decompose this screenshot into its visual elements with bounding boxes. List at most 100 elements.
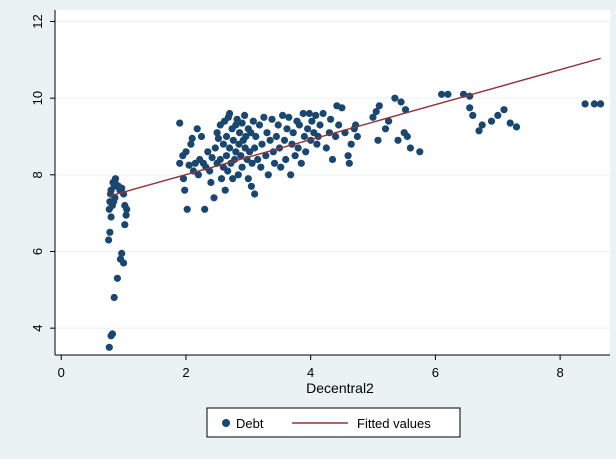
legend-label-debt: Debt [236, 416, 264, 431]
y-tick-label: 10 [30, 91, 45, 105]
debt-point [242, 132, 250, 141]
debt-point [270, 159, 279, 167]
debt-point [107, 332, 115, 340]
debt-point [121, 221, 129, 229]
debt-point [219, 140, 227, 148]
debt-point [182, 148, 190, 156]
debt-point [232, 121, 240, 129]
debt-point [236, 129, 244, 137]
debt-point [297, 159, 305, 167]
debt-point [500, 106, 508, 114]
debt-point [222, 132, 231, 141]
debt-point [213, 129, 221, 137]
debt-point [188, 134, 196, 142]
debt-point [374, 136, 382, 144]
debt-point [204, 148, 212, 156]
debt-point [214, 134, 222, 142]
debt-point [193, 125, 201, 133]
debt-point [232, 148, 240, 156]
debt-point [327, 115, 335, 123]
x-axis-label: Decentral2 [306, 380, 374, 396]
debt-point [263, 129, 271, 137]
debt-point [234, 171, 242, 179]
debt-point [197, 132, 206, 141]
debt-point [113, 274, 121, 282]
debt-point [335, 121, 343, 129]
debt-point [176, 159, 184, 167]
debt-point [224, 167, 232, 175]
debt-point [244, 175, 252, 183]
debt-point [590, 100, 599, 108]
debt-point [229, 136, 237, 144]
fitted-values-line [108, 57, 601, 197]
debt-point [201, 205, 209, 213]
debt-point [372, 108, 380, 116]
y-tick-label: 6 [30, 248, 45, 255]
debt-point [268, 115, 276, 123]
debt-point [222, 152, 231, 160]
debt-point [319, 109, 327, 118]
debt-point [308, 117, 316, 125]
debt-point [260, 113, 268, 121]
debt-point [475, 127, 483, 135]
debt-point [110, 293, 118, 302]
debt-point [438, 90, 446, 98]
debt-point [216, 155, 224, 164]
debt-point [247, 129, 255, 137]
debt-point [249, 117, 257, 125]
gridlines [55, 21, 610, 329]
debt-point [238, 163, 246, 171]
debt-point [353, 132, 361, 141]
debt-point [299, 109, 307, 118]
debt-point [221, 186, 229, 194]
debt-point [118, 184, 126, 192]
debt-point [344, 152, 352, 160]
debt-point [118, 249, 126, 257]
x-tick-label: 0 [58, 365, 65, 380]
debt-point [274, 121, 282, 129]
debt-point [391, 94, 399, 102]
debt-point [283, 125, 291, 133]
debt-point [111, 175, 120, 183]
debt-point [176, 119, 184, 127]
axes: 4 6 8 10 12 0 2 4 6 8 [30, 10, 610, 380]
debt-point [444, 90, 452, 98]
debt-point [406, 144, 414, 152]
debt-point [183, 205, 191, 213]
debt-point [272, 132, 280, 141]
debt-point [381, 125, 390, 133]
legend: Debt Fitted values [206, 407, 461, 438]
debt-point [328, 155, 337, 164]
debt-point [107, 213, 115, 221]
debt-point [185, 161, 193, 169]
x-tick-label: 4 [307, 365, 314, 380]
debt-point [226, 144, 234, 152]
debt-point [597, 100, 605, 108]
debt-point [294, 144, 302, 152]
debt-point [255, 121, 264, 129]
x-tick-label: 2 [182, 365, 189, 380]
debt-point [304, 125, 312, 133]
debt-point [266, 136, 274, 144]
fitted-line-group [108, 57, 601, 197]
debt-point [345, 159, 353, 167]
debt-point [332, 132, 340, 141]
debt-point [347, 140, 355, 148]
debt-point [262, 152, 270, 160]
debt-point [229, 175, 237, 183]
legend-label-fitted: Fitted values [357, 416, 431, 431]
debt-point [397, 98, 405, 106]
debt-point [105, 236, 113, 244]
debt-point [123, 205, 131, 213]
debt-point [401, 106, 410, 114]
debt-point [316, 121, 324, 129]
data-points [105, 90, 605, 351]
debt-point [338, 104, 346, 112]
debt-point [105, 343, 113, 351]
debt-point [238, 119, 246, 127]
debt-point [210, 194, 218, 202]
debt-point [179, 175, 188, 183]
debt-point [208, 154, 216, 162]
